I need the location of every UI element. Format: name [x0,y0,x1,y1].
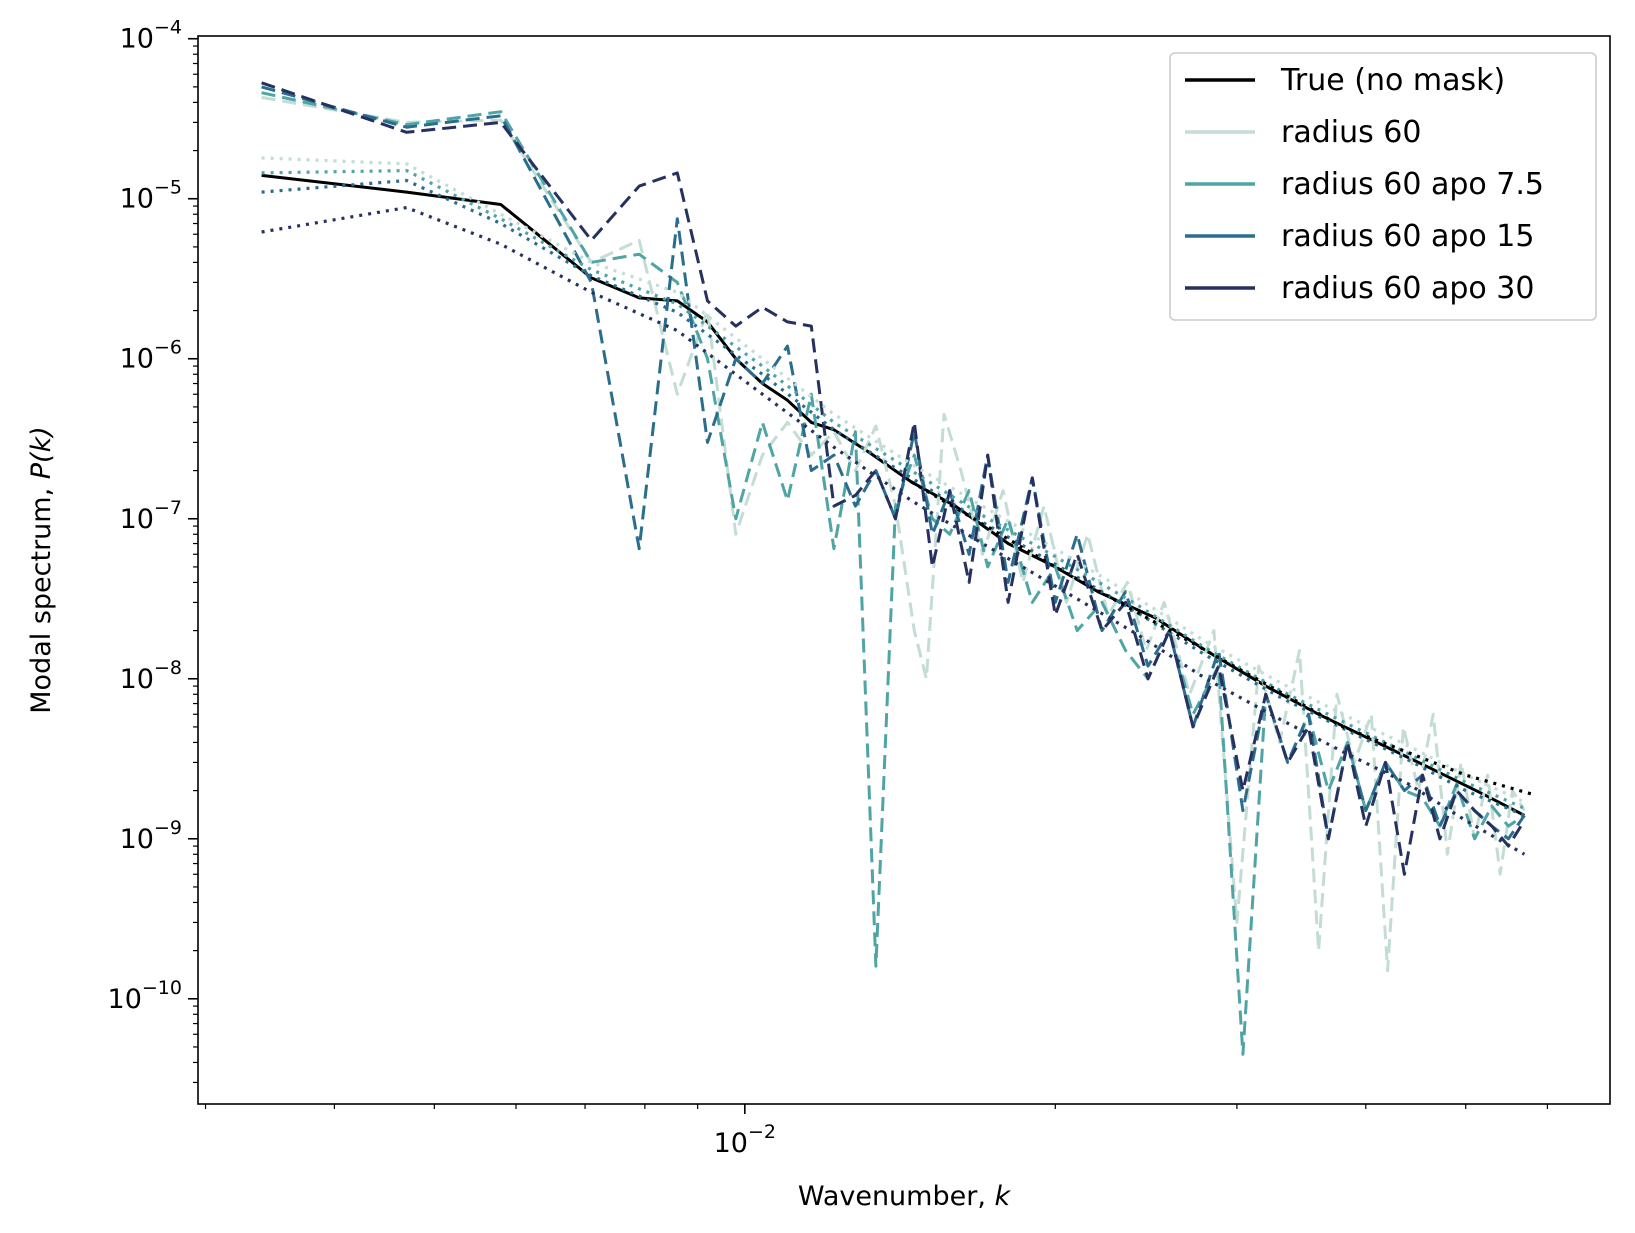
y-tick-label-1: 10−5 [120,177,182,215]
y-axis-title-text: Modal spectrum, [26,479,57,714]
x-tick-label-exp-0: −2 [748,1121,776,1143]
y-tick-label-exp-2: −6 [154,337,182,359]
legend-label-2: radius 60 apo 7.5 [1281,167,1544,202]
y-tick-label-0: 10−4 [120,17,182,55]
y-axis-title-variable: P(k) [26,426,57,479]
y-tick-label-exp-3: −7 [154,497,182,519]
y-tick-label-exp-6: −10 [142,977,182,999]
y-tick-label-base-4: 10 [120,664,154,695]
series-line-8 [261,206,1526,856]
y-tick-label-6: 10−10 [108,977,182,1015]
y-tick-label-base-6: 10 [108,984,142,1015]
series-line-0 [261,173,1526,817]
legend: True (no mask) radius 60 radius 60 apo 7.5… [1169,52,1597,321]
y-tick-label-exp-1: −5 [154,177,182,199]
legend-label-3: radius 60 apo 15 [1281,219,1534,254]
x-axis-title-variable: k [995,1181,1012,1212]
y-tick-label-exp-4: −8 [154,657,182,679]
y-tick-label-base-5: 10 [120,824,154,855]
y-axis-title: Modal spectrum, P(k) [26,426,57,714]
y-tick-label-5: 10−9 [120,817,182,855]
y-tick-label-exp-0: −4 [154,17,182,39]
legend-label-4: radius 60 apo 30 [1281,271,1534,306]
x-tick-label-base-0: 10 [714,1128,748,1159]
x-tick-label-0: 10−2 [714,1121,776,1159]
series-line-3 [261,85,1526,841]
x-axis-title-text: Wavenumber, [798,1181,995,1212]
series-layer [261,81,1533,1056]
x-axis-title: Wavenumber, k [798,1181,1012,1212]
y-tick-label-base-3: 10 [120,504,154,535]
y-tick-label-base-0: 10 [120,24,154,55]
legend-box [1169,52,1597,321]
y-tick-label-2: 10−6 [120,337,182,375]
y-tick-label-3: 10−7 [120,497,182,535]
y-tick-label-exp-5: −9 [154,817,182,839]
series-line-9 [910,480,1533,796]
legend-label-1: radius 60 [1281,115,1421,150]
plot-frame [197,35,1611,1105]
legend-label-0: True (no mask) [1280,63,1505,98]
y-tick-label-4: 10−8 [120,657,182,695]
series-line-4 [261,81,1526,876]
y-tick-label-base-2: 10 [120,344,154,375]
y-tick-label-base-1: 10 [120,184,154,215]
